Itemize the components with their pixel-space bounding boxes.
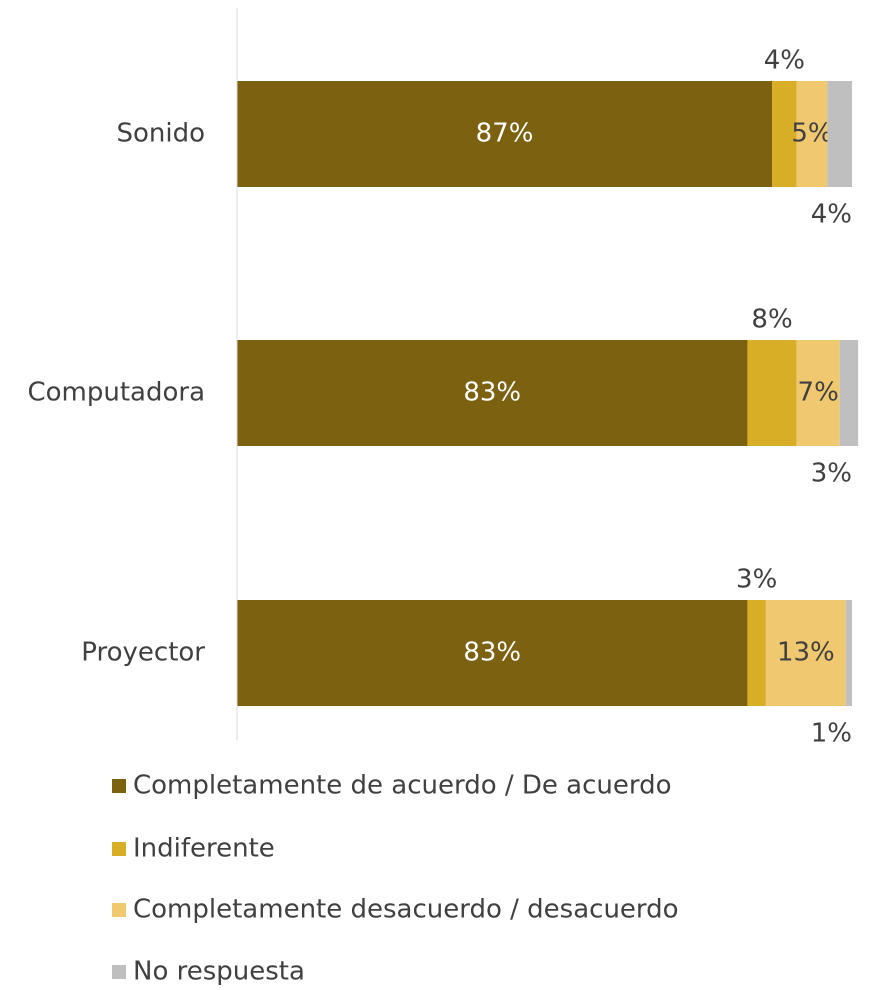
legend-label: Completamente desacuerdo / desacuerdo bbox=[133, 895, 679, 925]
bar-segment bbox=[747, 600, 766, 706]
bar-segment bbox=[796, 81, 828, 187]
bar-segment bbox=[237, 81, 773, 187]
data-label: 13% bbox=[777, 638, 835, 668]
legend-swatch bbox=[112, 842, 126, 856]
bar-segment bbox=[747, 340, 797, 446]
data-label: 8% bbox=[751, 305, 792, 335]
bar-segment bbox=[839, 340, 859, 446]
data-label: 87% bbox=[476, 119, 534, 149]
bar-segment bbox=[772, 81, 797, 187]
legend-swatch bbox=[112, 779, 126, 793]
bar-segment bbox=[765, 600, 846, 706]
data-label: 5% bbox=[791, 119, 832, 149]
legend-label: Completamente de acuerdo / De acuerdo bbox=[133, 771, 672, 801]
data-label: 3% bbox=[736, 565, 777, 595]
data-label: 7% bbox=[798, 378, 839, 408]
data-label: 4% bbox=[764, 46, 805, 76]
y-tick-label: Sonido bbox=[116, 119, 205, 149]
y-tick-label: Proyector bbox=[81, 638, 205, 668]
bar-segment bbox=[237, 340, 748, 446]
legend-label: Indiferente bbox=[133, 834, 275, 864]
legend-swatch bbox=[112, 903, 126, 917]
data-label: 3% bbox=[811, 459, 852, 489]
data-label: 83% bbox=[463, 378, 521, 408]
bar-segment bbox=[845, 600, 852, 706]
legend-swatch bbox=[112, 965, 126, 979]
data-label: 4% bbox=[811, 200, 852, 230]
legend-label: No respuesta bbox=[133, 957, 305, 987]
bar-segment bbox=[237, 600, 748, 706]
data-label: 1% bbox=[811, 719, 852, 749]
bar-segment bbox=[796, 340, 840, 446]
bar-segment bbox=[827, 81, 852, 187]
data-label: 83% bbox=[463, 638, 521, 668]
y-tick-label: Computadora bbox=[27, 378, 205, 408]
